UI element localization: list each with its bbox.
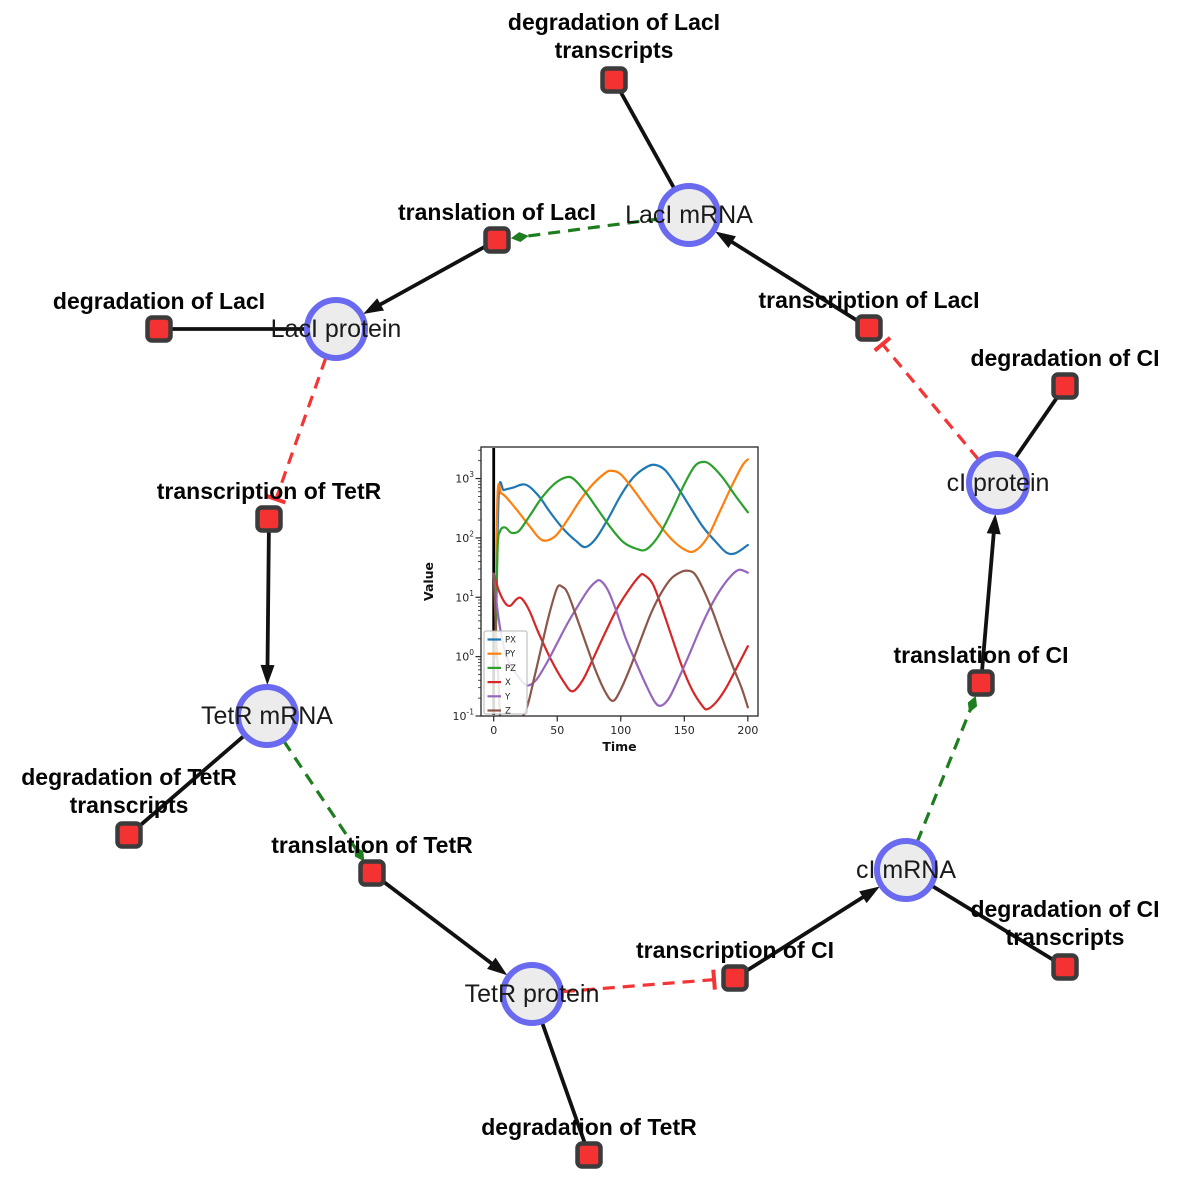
species-node-laci_protein xyxy=(304,297,368,361)
edge-ci_mrna-transl_ci-modifier-arrowhead-icon xyxy=(967,695,978,713)
edge-transl_ci-ci_protein xyxy=(979,523,997,684)
series-line-PX xyxy=(494,463,749,640)
species-node-tetr_protein xyxy=(500,962,564,1026)
edge-tetr_protein-txn_ci-inhibition-tbar-icon xyxy=(711,969,717,990)
reaction-node-deg_tetr_tx xyxy=(115,821,143,849)
reaction-node-transl_tetr xyxy=(358,859,386,887)
reaction-node-deg_tetr xyxy=(575,1141,603,1169)
reaction-label-deg_ci_tx: degradation of CI transcripts xyxy=(970,896,1159,950)
legend-box xyxy=(483,630,528,715)
reaction-label-txn_ci: transcription of CI xyxy=(636,937,834,963)
reaction-label-txn_tetr: transcription of TetR xyxy=(157,478,382,504)
reaction-node-deg_laci xyxy=(145,315,173,343)
x-tick-label: 100 xyxy=(610,724,631,737)
x-tick-label: 150 xyxy=(674,724,695,737)
edge-txn_ci-ci_mrna-arrowhead-icon xyxy=(859,886,880,904)
species-label-tetr_mrna: TetR mRNA xyxy=(201,702,333,730)
legend-item-Y: Y xyxy=(504,692,511,702)
species-node-tetr_mrna xyxy=(235,684,299,748)
reaction-node-txn_ci xyxy=(721,964,749,992)
y-tick-label: 100 xyxy=(455,648,474,664)
y-axis-title: Value xyxy=(421,562,436,601)
edge-laci_protein-txn_tetr xyxy=(274,357,328,500)
edge-transl_tetr-tetr_protein xyxy=(370,871,501,971)
reaction-label-deg_ci: degradation of CI xyxy=(970,345,1159,371)
series-line-X xyxy=(492,572,749,711)
edge-transl_ci-ci_protein-arrowhead-icon xyxy=(986,513,1001,535)
reaction-node-deg_ci xyxy=(1051,372,1079,400)
labels-layer: LacI mRNA LacI protein TetR mRNA TetR prote… xyxy=(21,9,1159,1140)
edge-ci_mrna-transl_ci xyxy=(915,706,973,843)
species-node-laci_mrna xyxy=(657,183,721,247)
edge-tetr_mrna-transl_tetr-modifier-arrowhead-icon xyxy=(354,846,365,862)
species-label-laci_protein: LacI protein xyxy=(271,315,402,343)
series-line-PY xyxy=(494,458,749,640)
x-tick-label: 0 xyxy=(490,724,497,737)
species-node-ci_protein xyxy=(966,451,1030,515)
edge-ci_protein-txn_laci-inhibition-tbar-icon xyxy=(873,336,892,353)
edge-tetr_mrna-transl_tetr xyxy=(282,740,359,853)
y-tick-label: 102 xyxy=(455,529,474,545)
reaction-label-transl_laci: translation of LacI xyxy=(398,199,596,225)
edge-transl_laci-laci_protein-arrowhead-icon xyxy=(363,298,385,315)
plot-axes-box xyxy=(480,446,759,717)
nodes-layer xyxy=(115,66,1079,1169)
edge-laci_mrna-transl_laci-modifier-arrowhead-icon xyxy=(510,232,529,242)
y-tick-label: 103 xyxy=(455,470,474,486)
legend-item-X: X xyxy=(505,678,511,688)
reaction-node-txn_tetr xyxy=(255,505,283,533)
reaction-node-transl_ci xyxy=(967,669,995,697)
x-axis-title: Time xyxy=(602,739,636,754)
species-label-tetr_protein: TetR protein xyxy=(465,980,600,1008)
reaction-label-transl_ci: translation of CI xyxy=(893,642,1068,668)
x-tick-label: 200 xyxy=(737,724,758,737)
reaction-label-deg_laci_tx: degradation of LacI transcripts xyxy=(508,9,720,63)
edge-laci_protein-txn_tetr-inhibition-tbar-icon xyxy=(265,493,287,505)
reaction-node-txn_laci xyxy=(855,314,883,342)
legend-item-PX: PX xyxy=(505,636,516,646)
y-tick-label: 101 xyxy=(455,589,474,605)
edge-txn_laci-laci_mrna-arrowhead-icon xyxy=(715,231,736,249)
edge-laci_mrna-transl_laci xyxy=(522,217,660,239)
plot-legend: PX PY PZ XYZ xyxy=(483,630,528,717)
plot-ticks: 0 50 100 150 200 10-1 100 101 102 103 xyxy=(453,449,758,737)
species-label-laci_mrna: LacI mRNA xyxy=(625,201,753,229)
reaction-label-deg_tetr: degradation of TetR xyxy=(481,1114,697,1140)
reaction-label-deg_laci: degradation of LacI xyxy=(53,288,265,314)
species-label-ci_mrna: cI mRNA xyxy=(856,856,956,884)
edge-transl_tetr-tetr_protein-arrowhead-icon xyxy=(487,957,508,976)
legend-item-PY: PY xyxy=(505,650,516,660)
reaction-label-transl_tetr: translation of TetR xyxy=(271,832,473,858)
edge-txn_laci-laci_mrna xyxy=(722,235,871,330)
edge-txn_tetr-tetr_mrna xyxy=(265,518,271,676)
series-line-PZ xyxy=(494,460,749,658)
edge-txn_ci-ci_mrna xyxy=(733,890,873,980)
species-label-ci_protein: cI protein xyxy=(947,469,1050,497)
edge-txn_tetr-tetr_mrna-arrowhead-icon xyxy=(260,664,275,686)
reaction-node-deg_laci_tx xyxy=(600,66,628,94)
edge-ci_protein-txn_laci xyxy=(881,343,980,461)
edge-transl_laci-laci_protein xyxy=(370,238,498,311)
species-node-ci_mrna xyxy=(874,838,938,902)
legend-item-Z: Z xyxy=(505,707,511,717)
reaction-node-deg_ci_tx xyxy=(1051,953,1079,981)
time-series-plot: 0 50 100 150 20010-1100101102103TimeValuePXP… xyxy=(421,446,759,754)
legend-item-PZ: PZ xyxy=(505,664,516,674)
reaction-label-deg_tetr_tx: degradation of TetR transcripts xyxy=(21,764,237,818)
edge-tetr_protein-txn_ci xyxy=(562,978,715,994)
x-tick-label: 50 xyxy=(550,724,564,737)
reaction-node-transl_laci xyxy=(483,226,511,254)
reaction-label-txn_laci: transcription of LacI xyxy=(758,287,979,313)
y-tick-label: 10-1 xyxy=(453,708,475,724)
